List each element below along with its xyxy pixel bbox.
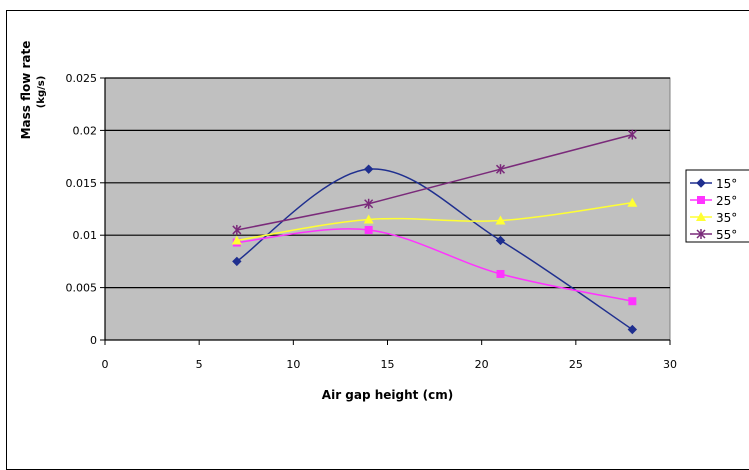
legend-label: 55°	[716, 228, 737, 242]
x-tick-label: 5	[196, 358, 203, 371]
y-tick-label: 0.005	[66, 282, 98, 295]
legend-label: 25°	[716, 194, 737, 208]
data-point	[628, 297, 637, 306]
y-tick-label: 0.02	[73, 124, 98, 137]
data-point	[627, 129, 637, 140]
x-tick-label: 15	[381, 358, 395, 371]
y-tick-label: 0.025	[66, 72, 98, 85]
y-axis-title-clipped: (kg/s)	[36, 76, 47, 109]
legend: 15° 25° 35° 55°	[685, 169, 749, 243]
data-point	[496, 269, 505, 278]
data-point	[232, 256, 242, 267]
y-tick-label: 0	[90, 334, 97, 347]
data-point	[364, 198, 374, 209]
data-point	[364, 225, 373, 234]
legend-marker	[696, 229, 706, 239]
y-tick-label: 0.015	[66, 177, 98, 190]
legend-label: 15°	[716, 177, 737, 191]
data-point	[627, 197, 638, 207]
data-point	[231, 235, 242, 245]
series-line-2	[236, 228, 633, 302]
x-tick-label: 30	[663, 358, 677, 371]
plot-area	[104, 77, 671, 341]
x-tick-label: 0	[102, 358, 109, 371]
data-point	[495, 215, 506, 225]
data-point	[495, 164, 506, 175]
series-line-1	[236, 168, 633, 331]
legend-marker	[696, 212, 706, 221]
chart: 0 0.005 0.01 0.015 0.02 0.025 0 5 10 15 20 25 30 Air…	[19, 41, 749, 402]
data-point	[627, 324, 638, 335]
legend-marker	[697, 196, 705, 204]
data-point	[363, 164, 374, 174]
axes: 0 0.005 0.01 0.015 0.02 0.025 0 5 10 15 20 25 30	[66, 72, 678, 371]
series-line-3	[236, 201, 633, 242]
data-point	[232, 224, 242, 235]
legend-marker	[696, 178, 706, 188]
series-group	[231, 129, 638, 335]
data-point	[363, 214, 374, 224]
y-tick-label: 0.01	[73, 229, 98, 242]
x-tick-label: 10	[286, 358, 300, 371]
x-axis-title: Air gap height (cm)	[322, 388, 453, 402]
x-tick-label: 20	[475, 358, 489, 371]
data-point	[495, 235, 506, 246]
legend-box	[685, 169, 749, 243]
x-tick-label: 25	[569, 358, 583, 371]
y-axis-title: Mass flow rate	[19, 41, 33, 140]
legend-label: 35°	[716, 211, 737, 225]
plot-background	[104, 77, 671, 341]
series-line-4	[236, 133, 633, 231]
